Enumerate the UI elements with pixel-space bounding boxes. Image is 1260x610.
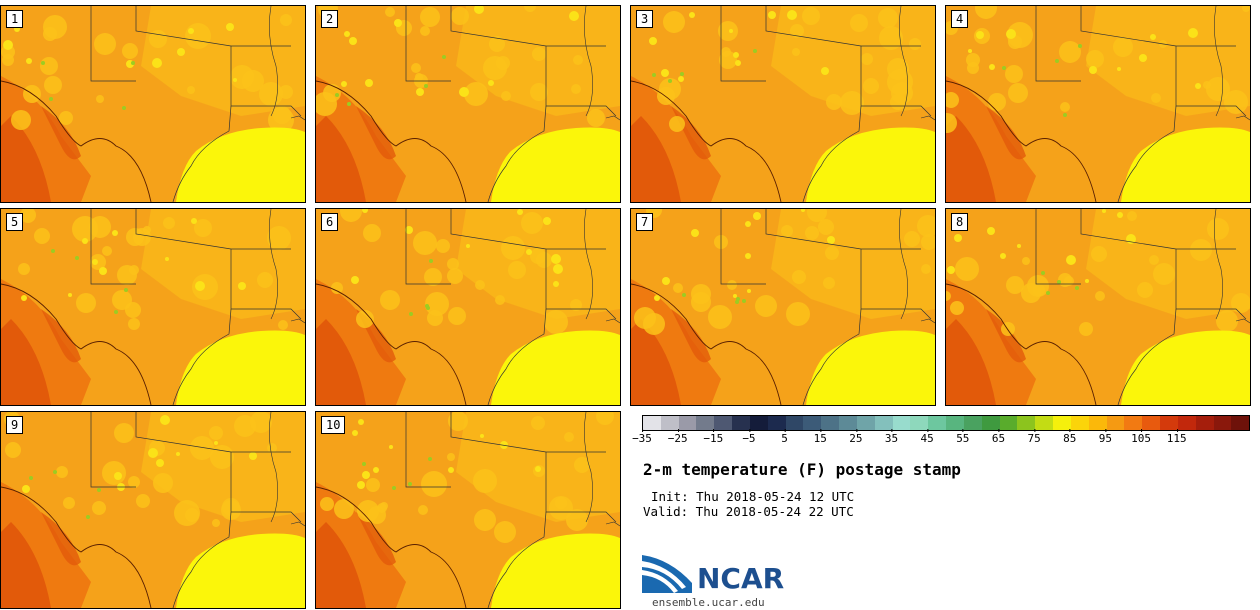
colorbar-cell: [1070, 416, 1089, 430]
stamp-panel-10: 10: [315, 411, 621, 609]
colorbar-cell: [749, 416, 768, 430]
temperature-map: [316, 412, 620, 608]
logo-text: NCAR: [697, 562, 785, 595]
member-number: 4: [951, 10, 969, 28]
colorbar-cell: [856, 416, 875, 430]
colorbar-cell: [1213, 416, 1232, 430]
colorbar-cell: [910, 416, 929, 430]
colorbar-cell: [803, 416, 822, 430]
colorbar-tick-label: −15: [703, 429, 724, 445]
init-time: Init: Thu 2018-05-24 12 UTC: [651, 489, 855, 504]
member-number: 10: [321, 416, 346, 434]
colorbar-cell: [821, 416, 840, 430]
stamp-panel-1: 1: [0, 5, 306, 203]
colorbar-cell: [1231, 416, 1250, 430]
temperature-map: [1, 412, 305, 608]
temperature-map: [1, 6, 305, 202]
colorbar-ticks: −35 −25 −15 −5 5 15 25 35 45 55 65 75 85 95 105 115: [632, 429, 1248, 448]
valid-time: Valid: Thu 2018-05-24 22 UTC: [643, 504, 854, 519]
colorbar-cell: [696, 416, 715, 430]
stamp-panel-8: 8: [945, 208, 1251, 406]
colorbar-tick-label: 15: [813, 429, 827, 445]
colorbar-cell: [1124, 416, 1143, 430]
colorbar-cell: [767, 416, 786, 430]
member-number: 5: [6, 213, 24, 231]
colorbar-cell: [1088, 416, 1107, 430]
member-number: 8: [951, 213, 969, 231]
temperature-map: [316, 209, 620, 405]
colorbar-tick-label: −25: [667, 429, 688, 445]
colorbar-tick-label: −35: [632, 429, 652, 445]
colorbar-cell: [1106, 416, 1125, 430]
colorbar-tick-label: 75: [1027, 429, 1041, 445]
member-number: 6: [321, 213, 339, 231]
colorbar-cell: [839, 416, 857, 430]
colorbar-cell: [981, 416, 1000, 430]
colorbar-cell: [1177, 416, 1196, 430]
colorbar-cell: [1053, 416, 1071, 430]
colorbar-tick-label: 65: [991, 429, 1006, 445]
member-number: 3: [636, 10, 654, 28]
site-url: ensemble.ucar.edu: [652, 596, 765, 609]
colorbar-cell: [785, 416, 804, 430]
colorbar-tick-label: 115: [1166, 429, 1187, 445]
stamp-panel-6: 6: [315, 208, 621, 406]
colorbar-cell: [1142, 416, 1161, 430]
colorbar-cell: [732, 416, 750, 430]
colorbar-cell: [892, 416, 911, 430]
temperature-map: [631, 6, 935, 202]
colorbar-cell: [660, 416, 679, 430]
member-number: 2: [321, 10, 339, 28]
ncar-logo-icon: [642, 555, 692, 593]
colorbar-cell: [714, 416, 733, 430]
temperature-map: [946, 6, 1250, 202]
stamp-panel-9: 9: [0, 411, 306, 609]
temperature-map: [1, 209, 305, 405]
colorbar-cell: [963, 416, 982, 430]
temperature-map: [316, 6, 620, 202]
stamp-panel-3: 3: [630, 5, 936, 203]
temperature-map: [631, 209, 935, 405]
colorbar-cell: [643, 416, 661, 430]
stamp-panel-2: 2: [315, 5, 621, 203]
colorbar-tick-label: 85: [1063, 429, 1077, 445]
temperature-map: [946, 209, 1250, 405]
colorbar-cell: [999, 416, 1018, 430]
member-number: 1: [6, 10, 24, 28]
colorbar-cell: [874, 416, 893, 430]
colorbar-cell: [678, 416, 697, 430]
colorbar-cell: [928, 416, 947, 430]
plot-title: 2-m temperature (F) postage stamp: [643, 460, 961, 479]
colorbar-tick-label: 55: [956, 429, 970, 445]
member-number: 9: [6, 416, 24, 434]
colorbar-tick-label: 45: [920, 429, 934, 445]
member-number: 7: [636, 213, 654, 231]
colorbar-tick-label: 105: [1131, 429, 1151, 445]
colorbar-tick-label: 5: [781, 429, 788, 445]
colorbar-tick-label: −5: [742, 429, 756, 445]
colorbar-tick-label: 95: [1098, 429, 1113, 445]
stamp-panel-4: 4: [945, 5, 1251, 203]
colorbar-cell: [946, 416, 964, 430]
colorbar-cell: [1017, 416, 1036, 430]
colorbar-tick-label: 35: [884, 429, 899, 445]
stamp-panel-7: 7: [630, 208, 936, 406]
colorbar-cell: [1160, 416, 1178, 430]
colorbar-cell: [1035, 416, 1054, 430]
colorbar-tick-label: 25: [849, 429, 863, 445]
colorbar-cell: [1195, 416, 1214, 430]
stamp-panel-5: 5: [0, 208, 306, 406]
colorbar: [642, 415, 1250, 431]
